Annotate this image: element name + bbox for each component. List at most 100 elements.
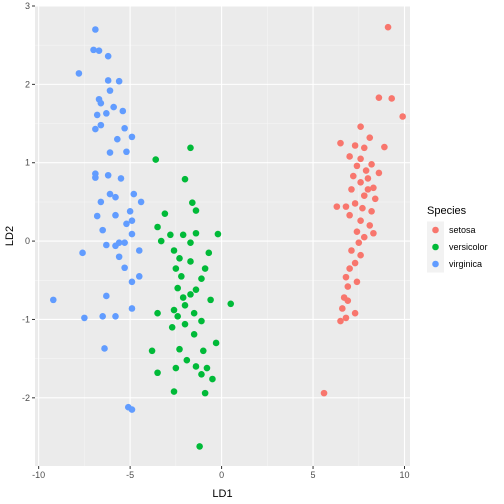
legend-title: Species <box>427 205 467 217</box>
point-setosa <box>342 273 350 281</box>
point-versicolor <box>190 309 198 317</box>
y-tick-label: 3 <box>25 1 30 11</box>
point-setosa <box>371 195 379 203</box>
point-virginica <box>104 77 112 84</box>
point-virginica <box>97 198 105 206</box>
point-virginica <box>128 217 136 225</box>
point-virginica <box>135 273 143 280</box>
point-virginica <box>103 110 110 117</box>
point-setosa <box>342 314 350 322</box>
point-versicolor <box>203 364 211 372</box>
point-virginica <box>128 133 136 141</box>
point-versicolor <box>187 258 194 265</box>
point-versicolor <box>196 443 203 450</box>
point-setosa <box>348 186 355 193</box>
point-setosa <box>364 186 372 193</box>
point-setosa <box>349 172 357 180</box>
point-versicolor <box>192 363 200 370</box>
point-versicolor <box>157 237 165 245</box>
point-virginica <box>115 77 123 85</box>
point-virginica <box>92 26 99 33</box>
point-setosa <box>388 95 396 102</box>
point-virginica <box>79 249 86 257</box>
point-virginica <box>99 226 106 234</box>
point-versicolor <box>187 239 194 246</box>
point-setosa <box>384 23 392 31</box>
point-virginica <box>126 208 134 215</box>
point-versicolor <box>152 156 160 163</box>
x-tick-label: -10 <box>32 470 45 480</box>
legend-label-virginica: virginica <box>449 259 482 269</box>
point-setosa <box>357 217 364 225</box>
point-versicolor <box>212 339 220 347</box>
point-setosa <box>351 142 359 149</box>
point-versicolor <box>154 309 161 317</box>
point-versicolor <box>183 356 191 364</box>
data-points <box>49 23 406 450</box>
point-virginica <box>92 125 99 133</box>
point-setosa <box>355 239 363 246</box>
point-setosa <box>375 169 383 177</box>
point-virginica <box>123 220 130 228</box>
point-virginica <box>121 264 128 272</box>
y-tick-label: -1 <box>22 314 30 324</box>
point-setosa <box>357 179 364 186</box>
point-versicolor <box>154 223 161 231</box>
point-setosa <box>360 192 368 199</box>
point-setosa <box>346 153 353 160</box>
point-versicolor <box>198 371 205 378</box>
point-versicolor <box>201 389 209 397</box>
point-virginica <box>130 190 138 198</box>
point-versicolor <box>148 347 156 355</box>
point-versicolor <box>178 273 185 280</box>
point-setosa <box>364 175 372 182</box>
x-axis-title: LD1 <box>212 488 232 500</box>
point-setosa <box>359 204 366 212</box>
point-versicolor <box>187 144 194 152</box>
point-versicolor <box>176 255 183 262</box>
point-setosa <box>360 233 368 241</box>
point-virginica <box>123 148 130 156</box>
point-versicolor <box>199 347 207 355</box>
point-versicolor <box>207 296 214 304</box>
point-virginica <box>128 278 136 286</box>
point-virginica <box>93 111 101 119</box>
point-virginica <box>103 241 110 249</box>
point-virginica <box>90 46 97 54</box>
point-setosa <box>353 278 361 286</box>
point-virginica <box>128 406 136 413</box>
point-versicolor <box>192 207 200 214</box>
point-versicolor <box>167 231 174 239</box>
point-setosa <box>320 389 328 397</box>
point-versicolor <box>154 369 161 377</box>
point-versicolor <box>174 313 181 320</box>
point-setosa <box>375 94 383 101</box>
point-setosa <box>342 203 350 210</box>
legend-swatch-versicolor <box>432 243 439 251</box>
point-virginica <box>97 99 105 107</box>
point-versicolor <box>170 306 178 314</box>
point-setosa <box>360 144 368 152</box>
legend-items: setosa versicolor virginica <box>427 221 488 273</box>
legend-label-setosa: setosa <box>449 225 476 235</box>
point-versicolor <box>170 388 178 395</box>
point-virginica <box>93 212 101 220</box>
point-versicolor <box>227 300 235 308</box>
point-virginica <box>117 175 125 182</box>
point-virginica <box>106 190 114 198</box>
point-virginica <box>112 211 119 219</box>
y-axis-ticks: -2 -1 0 1 2 3 <box>22 1 35 403</box>
point-setosa <box>348 247 355 254</box>
point-virginica <box>106 149 114 156</box>
point-setosa <box>346 265 353 272</box>
point-virginica <box>104 171 112 179</box>
point-setosa <box>362 167 370 174</box>
point-setosa <box>346 211 353 219</box>
point-virginica <box>101 345 108 352</box>
point-virginica <box>114 135 121 143</box>
y-tick-label: -2 <box>22 393 30 403</box>
point-virginica <box>115 253 123 261</box>
point-versicolor <box>201 265 209 272</box>
point-versicolor <box>179 231 187 239</box>
grid-minor <box>35 6 410 466</box>
